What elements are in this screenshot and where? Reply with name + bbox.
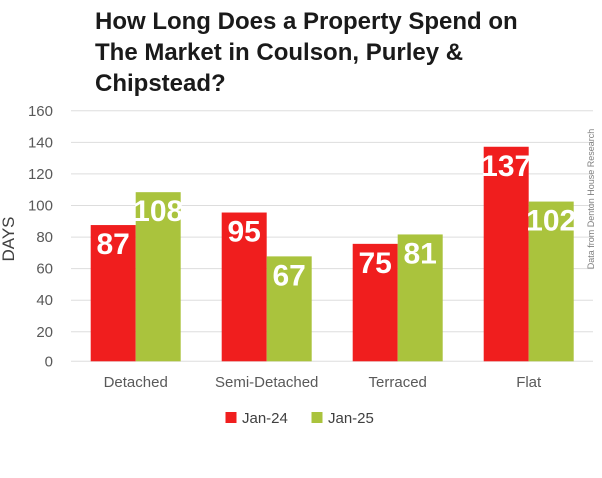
svg-text:Flat: Flat <box>516 374 542 391</box>
svg-text:81: 81 <box>404 237 437 270</box>
svg-text:75: 75 <box>359 247 392 280</box>
svg-text:100: 100 <box>28 198 53 215</box>
svg-text:60: 60 <box>36 261 53 278</box>
svg-text:Terraced: Terraced <box>369 374 427 391</box>
svg-text:140: 140 <box>28 134 53 151</box>
svg-text:120: 120 <box>28 166 53 183</box>
svg-text:Data from Denton House Researc: Data from Denton House Research <box>586 129 596 270</box>
svg-text:137: 137 <box>481 150 531 183</box>
svg-text:67: 67 <box>273 259 306 292</box>
svg-text:95: 95 <box>228 216 261 249</box>
svg-text:80: 80 <box>36 229 53 246</box>
svg-text:DAYS: DAYS <box>0 216 18 261</box>
svg-text:Jan-24: Jan-24 <box>242 410 288 427</box>
svg-text:20: 20 <box>36 324 53 341</box>
svg-text:160: 160 <box>28 103 53 120</box>
svg-text:0: 0 <box>45 353 53 370</box>
svg-text:Semi-Detached: Semi-Detached <box>215 374 318 391</box>
svg-text:Detached: Detached <box>104 374 168 391</box>
svg-text:Jan-25: Jan-25 <box>328 410 374 427</box>
svg-text:102: 102 <box>526 205 576 238</box>
svg-text:108: 108 <box>133 195 183 228</box>
svg-text:40: 40 <box>36 292 53 309</box>
svg-text:87: 87 <box>97 228 130 261</box>
